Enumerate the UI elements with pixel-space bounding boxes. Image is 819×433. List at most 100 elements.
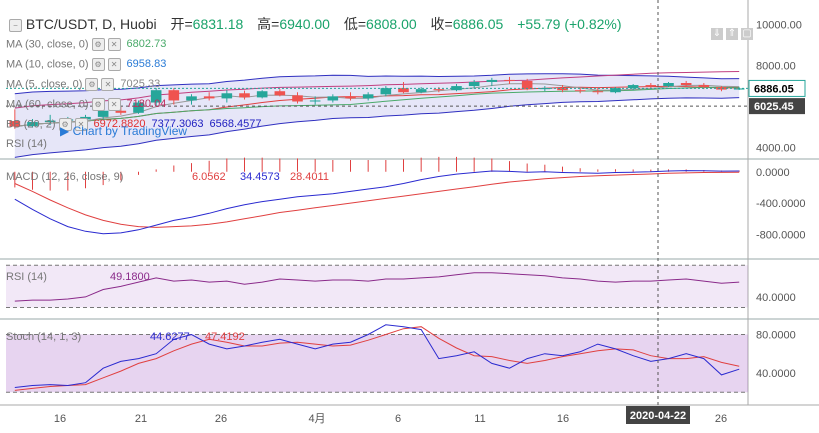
stoch-k-line (14, 324, 740, 388)
rsi-tick-label: 40.0000 (756, 292, 796, 304)
cursor-date-label: 2020-04-22 (630, 410, 686, 422)
symbol-title: BTC/USDT, D, Huobi (25, 16, 157, 32)
time-tick-label: 26 (215, 413, 227, 425)
macd-tick-label: -800.0000 (756, 229, 806, 241)
low-value: 6808.00 (366, 16, 417, 32)
candle (362, 94, 374, 99)
legend-ma5-label: MA (5, close, 0) (6, 78, 83, 91)
time-tick-label: 4月 (308, 413, 325, 425)
close-icon[interactable]: ✕ (107, 38, 121, 51)
legend-ma5-value: 7025.33 (120, 78, 161, 91)
candle (97, 110, 109, 117)
close-value: 6886.05 (452, 16, 504, 32)
down-arrow-icon[interactable]: ⇓ (711, 28, 723, 40)
settings-icon[interactable]: ⚙ (91, 58, 105, 71)
candle (203, 96, 215, 99)
stoch-value-k: 44.6277 (150, 331, 190, 343)
time-tick-label: 16 (54, 413, 66, 425)
open-value: 6831.18 (192, 16, 244, 32)
legend-ma60-value: 7180.04 (126, 98, 167, 111)
candle (539, 88, 551, 90)
legend-ma60[interactable]: MA (60, close, 0) ⚙ ✕ 7180.04 (6, 98, 166, 111)
candle (645, 85, 657, 87)
stoch-tick-label: 40.0000 (756, 368, 796, 380)
candle (115, 110, 127, 113)
legend-bb-v1: 6972.8820 (93, 118, 146, 131)
tradingview-watermark[interactable]: ▶ Chart by TradingView (60, 124, 188, 138)
candle (239, 93, 250, 98)
candle (9, 121, 21, 127)
macd-value-1: 6.0562 (192, 171, 226, 183)
candle (733, 88, 745, 90)
symbol-header: − BTC/USDT, D, Huobi 开=6831.18 高=6940.00… (6, 14, 622, 34)
stoch-band-fill (6, 334, 748, 393)
bollinger-lower-line (14, 97, 740, 158)
time-tick-label: 16 (557, 413, 569, 425)
bollinger-band-fill (14, 73, 740, 158)
pane-tools: ⇓ ⇑ ▢ (711, 28, 756, 40)
legend-ma30[interactable]: MA (30, close, 0) ⚙ ✕ 6802.73 (6, 38, 166, 51)
cursor-date-badge (626, 406, 690, 424)
up-arrow-icon[interactable]: ⇑ (726, 28, 738, 40)
legend-ma30-label: MA (30, close, 0) (6, 38, 89, 51)
legend-ma60-label: MA (60, close, 0) (6, 98, 89, 111)
settings-icon[interactable]: ⚙ (85, 78, 99, 91)
macd-tick-label: 0.0000 (756, 167, 790, 179)
legend-ma10[interactable]: MA (10, close, 0) ⚙ ✕ 6958.83 (6, 58, 166, 71)
legend-rsi-hidden-label: RSI (14) (6, 138, 47, 150)
candle (133, 102, 144, 113)
settings-icon[interactable]: ⚙ (58, 118, 72, 131)
legend-bb-label: BB (20, 2) (6, 118, 56, 131)
last-price-label: 6886.05 (754, 83, 794, 95)
candle (398, 88, 409, 93)
high-value: 6940.00 (279, 16, 330, 32)
candle (150, 90, 162, 103)
close-icon[interactable]: ✕ (107, 58, 121, 71)
legend-rsi-hidden[interactable]: RSI (14) (6, 138, 47, 150)
price-tick-label: 10000.00 (756, 19, 802, 31)
candle (274, 91, 286, 96)
watermark-text: Chart by TradingView (72, 124, 188, 138)
candle (521, 80, 533, 90)
high-label: 高= (257, 16, 280, 32)
candle (698, 85, 710, 88)
macd-value-3: 28.4011 (290, 171, 329, 183)
time-tick-label: 26 (715, 413, 727, 425)
candle (380, 88, 392, 95)
collapse-icon[interactable]: − (9, 18, 22, 32)
macd-title: MACD (12, 26, close, 9) (6, 171, 123, 183)
candle (292, 95, 303, 102)
price-tick-label: 8000.00 (756, 61, 796, 73)
legend-ma5[interactable]: MA (5, close, 0) ⚙ ✕ 7025.33 (6, 78, 160, 91)
close-icon[interactable]: ✕ (101, 78, 115, 91)
stoch-title: Stoch (14, 1, 3) (6, 331, 81, 343)
change-value: +55.79 (+0.82%) (517, 16, 622, 32)
candle (309, 100, 321, 102)
crosshair-price-badge (749, 98, 805, 115)
macd-tick-label: -400.0000 (756, 198, 806, 210)
legend-ma10-value: 6958.83 (126, 58, 167, 71)
candle (433, 89, 445, 91)
close-icon[interactable]: ✕ (107, 98, 121, 111)
maximize-icon[interactable]: ▢ (741, 28, 753, 40)
candle (468, 81, 480, 87)
candle (27, 122, 38, 127)
close-icon[interactable]: ✕ (74, 118, 88, 131)
settings-icon[interactable]: ⚙ (91, 38, 105, 51)
candle (627, 85, 639, 89)
legend-ma30-value: 6802.73 (126, 38, 167, 51)
stoch-tick-label: 80.0000 (756, 329, 796, 341)
legend-bb-v2: 7377.3063 (151, 118, 204, 131)
candle (716, 87, 727, 90)
macd-line (14, 170, 740, 235)
rsi-title: RSI (14) (6, 271, 47, 283)
candle (415, 89, 427, 93)
candle (680, 83, 692, 86)
open-label: 开= (170, 16, 193, 32)
rsi-value: 49.1800 (110, 271, 150, 283)
candle (610, 88, 621, 93)
legend-bb[interactable]: BB (20, 2) ⚙ ✕ 6972.8820 7377.3063 6568.4577 (6, 118, 262, 131)
settings-icon[interactable]: ⚙ (91, 98, 105, 111)
time-tick-label: 6 (395, 413, 401, 425)
